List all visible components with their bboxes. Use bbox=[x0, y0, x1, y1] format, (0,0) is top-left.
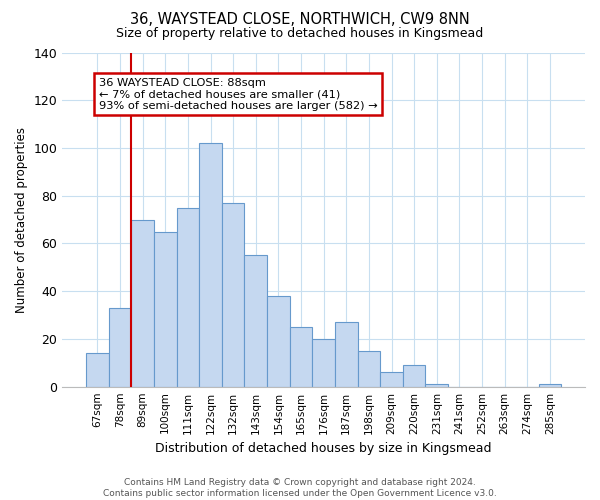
Bar bbox=[86, 354, 109, 386]
Bar bbox=[358, 351, 380, 386]
Bar bbox=[131, 220, 154, 386]
Bar bbox=[539, 384, 561, 386]
X-axis label: Distribution of detached houses by size in Kingsmead: Distribution of detached houses by size … bbox=[155, 442, 492, 455]
Bar bbox=[154, 232, 176, 386]
Bar bbox=[176, 208, 199, 386]
Text: 36, WAYSTEAD CLOSE, NORTHWICH, CW9 8NN: 36, WAYSTEAD CLOSE, NORTHWICH, CW9 8NN bbox=[130, 12, 470, 28]
Text: Contains HM Land Registry data © Crown copyright and database right 2024.
Contai: Contains HM Land Registry data © Crown c… bbox=[103, 478, 497, 498]
Bar bbox=[335, 322, 358, 386]
Bar bbox=[267, 296, 290, 386]
Bar bbox=[380, 372, 403, 386]
Bar bbox=[199, 143, 222, 386]
Bar bbox=[403, 365, 425, 386]
Bar bbox=[313, 339, 335, 386]
Bar bbox=[425, 384, 448, 386]
Bar bbox=[244, 256, 267, 386]
Text: 36 WAYSTEAD CLOSE: 88sqm
← 7% of detached houses are smaller (41)
93% of semi-de: 36 WAYSTEAD CLOSE: 88sqm ← 7% of detache… bbox=[99, 78, 377, 110]
Bar bbox=[109, 308, 131, 386]
Bar bbox=[290, 327, 313, 386]
Y-axis label: Number of detached properties: Number of detached properties bbox=[15, 126, 28, 312]
Text: Size of property relative to detached houses in Kingsmead: Size of property relative to detached ho… bbox=[116, 28, 484, 40]
Bar bbox=[222, 203, 244, 386]
